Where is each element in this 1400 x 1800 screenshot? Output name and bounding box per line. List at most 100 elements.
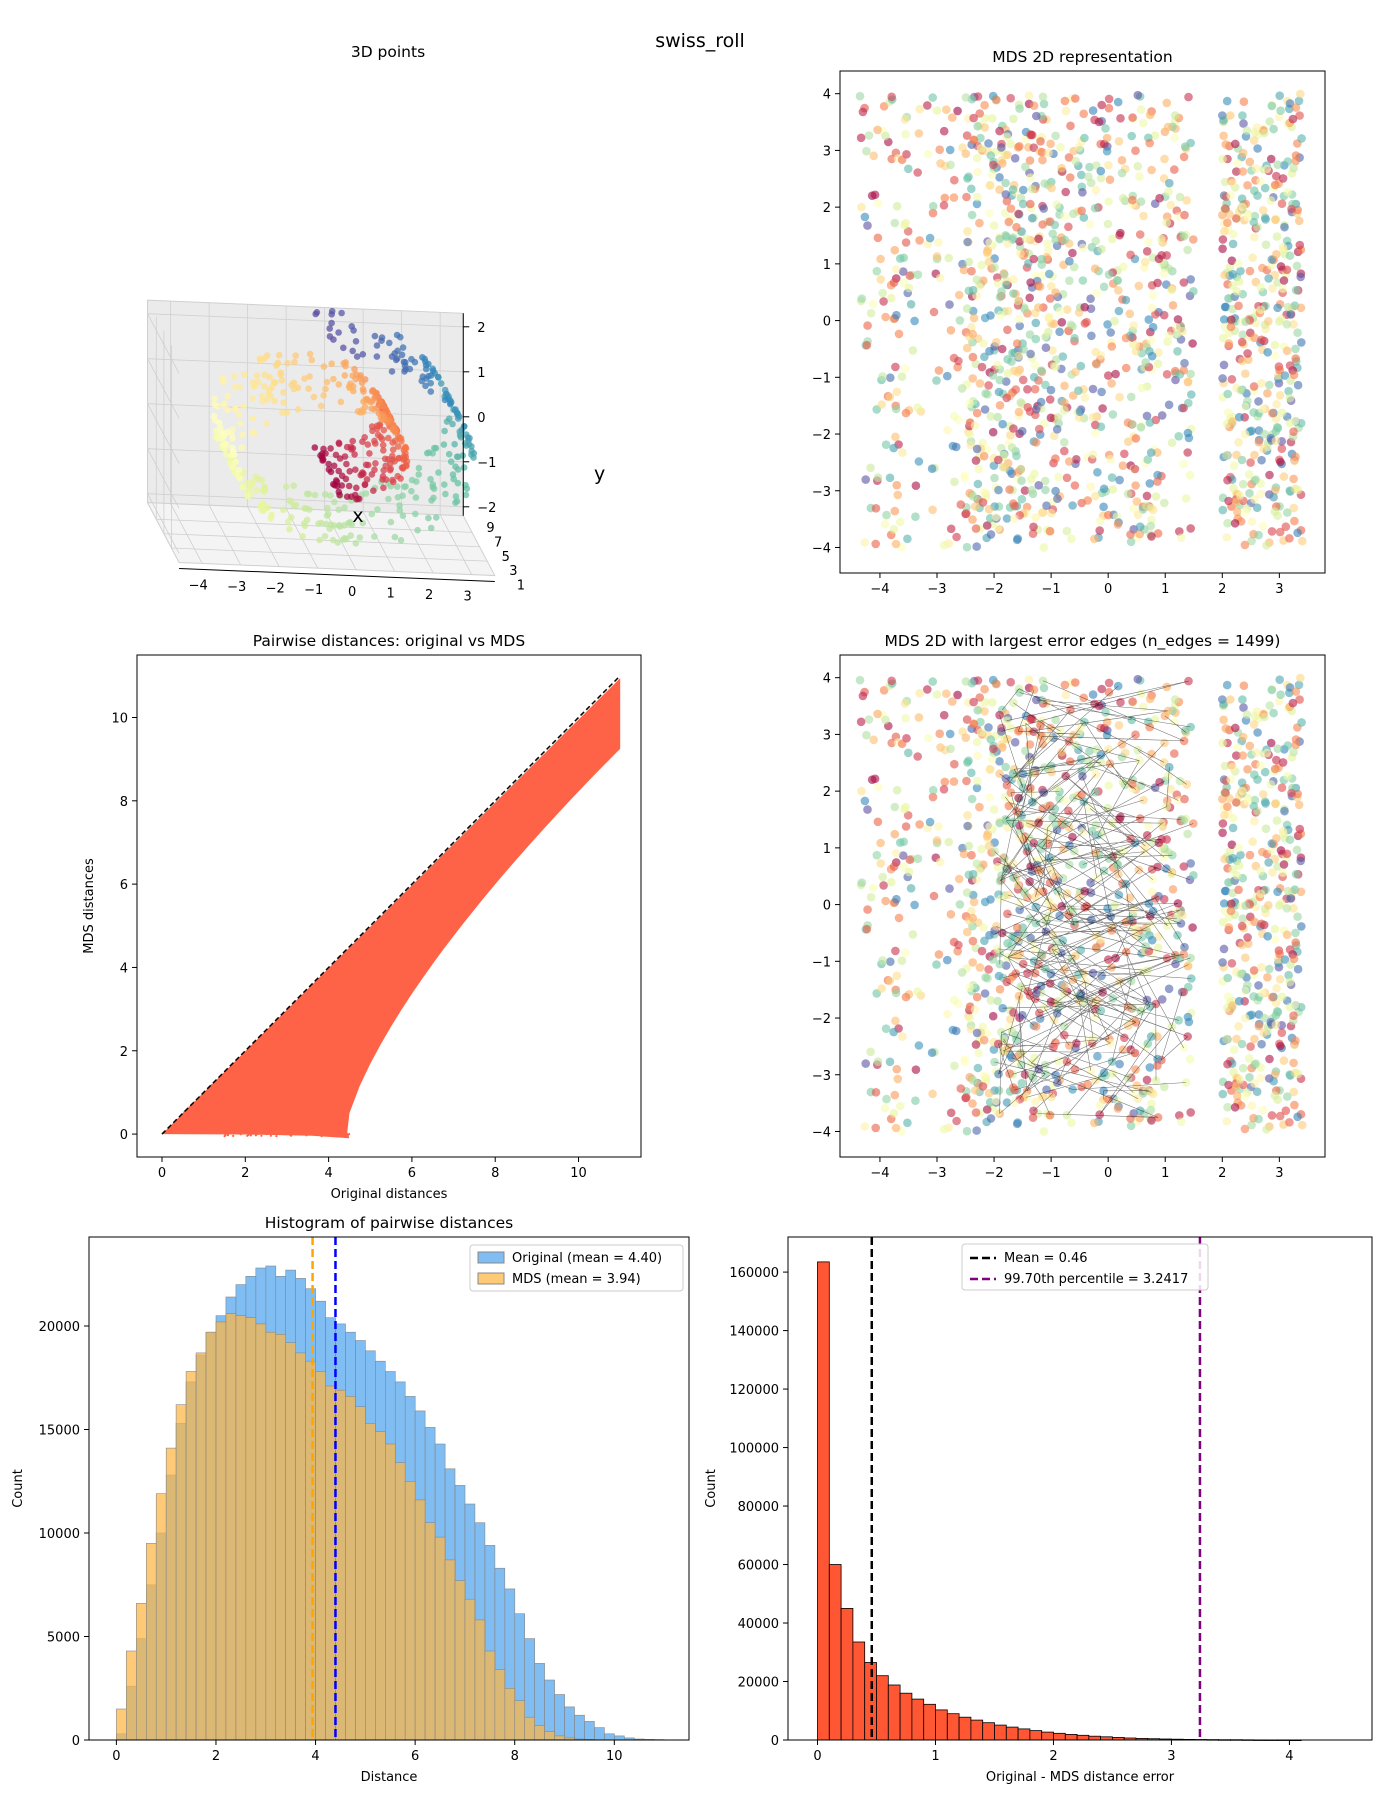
- point: [365, 934, 369, 937]
- point: [913, 403, 922, 413]
- point: [1275, 527, 1285, 537]
- hist-dist-axes-frame: [88, 1236, 690, 1741]
- point: [1227, 840, 1237, 849]
- point: [1147, 1099, 1156, 1109]
- point: [1238, 914, 1248, 923]
- point: [1104, 270, 1114, 279]
- point: [934, 950, 944, 959]
- point: [1104, 371, 1113, 380]
- point: [1288, 698, 1298, 708]
- point: [913, 752, 922, 761]
- y-tick-label: 3: [509, 564, 517, 579]
- point: [1279, 1056, 1289, 1065]
- point: [451, 440, 458, 448]
- point: [995, 185, 1004, 194]
- point: [1145, 418, 1155, 427]
- point: [1148, 505, 1158, 515]
- point: [1090, 203, 1100, 213]
- point: [989, 221, 999, 230]
- point: [970, 1086, 980, 1095]
- point: [863, 321, 872, 330]
- point: [967, 850, 976, 860]
- point: [1257, 404, 1267, 414]
- point: [1131, 434, 1141, 443]
- point: [1250, 333, 1259, 343]
- point: [885, 392, 895, 402]
- point: [1084, 172, 1093, 182]
- point: [1258, 521, 1268, 531]
- point: [1024, 91, 1034, 100]
- point: [889, 525, 899, 534]
- point: [1291, 452, 1300, 462]
- histogram-bar: [225, 1313, 237, 1741]
- point: [1183, 448, 1192, 457]
- point: [1057, 318, 1067, 327]
- point: [897, 739, 907, 748]
- point: [1247, 426, 1256, 436]
- point: [1285, 977, 1295, 987]
- point: [1060, 446, 1069, 456]
- point: [1223, 1059, 1232, 1069]
- point: [892, 201, 902, 211]
- point: [960, 471, 969, 480]
- point: [1097, 828, 1106, 838]
- point: [1146, 448, 1156, 457]
- grid-line: [163, 331, 480, 548]
- point: [260, 383, 268, 390]
- point: [1162, 218, 1171, 227]
- point: [1064, 457, 1074, 466]
- y-axis-label: MDS distances: [82, 858, 97, 954]
- point: [1016, 249, 1025, 258]
- point: [1176, 533, 1186, 543]
- point: [349, 347, 357, 355]
- point: [1140, 257, 1150, 267]
- point: [335, 506, 343, 513]
- y-tick-label: 2: [823, 201, 831, 216]
- point: [1060, 438, 1069, 447]
- point: [1037, 366, 1046, 376]
- point: [878, 872, 887, 882]
- point: [1251, 475, 1261, 484]
- point: [1091, 359, 1101, 368]
- z-tick-label: 1: [477, 366, 485, 381]
- point: [1283, 302, 1293, 312]
- point: [911, 512, 920, 521]
- point: [943, 425, 952, 435]
- y-tick-label: −4: [812, 1125, 831, 1140]
- point: [221, 1073, 225, 1076]
- histogram-bar: [444, 1559, 456, 1741]
- point: [1045, 294, 1055, 303]
- point: [412, 494, 420, 501]
- point: [1104, 687, 1114, 697]
- point: [357, 471, 365, 479]
- point: [1218, 374, 1227, 383]
- point: [1240, 1124, 1250, 1134]
- point: [218, 1077, 221, 1080]
- point: [1153, 448, 1162, 457]
- point: [1087, 826, 1097, 836]
- point: [1135, 1106, 1145, 1115]
- point: [1111, 953, 1120, 963]
- point: [535, 769, 538, 773]
- point: [464, 835, 467, 838]
- point: [860, 1122, 869, 1131]
- point: [287, 1128, 290, 1131]
- point: [288, 1132, 291, 1135]
- point: [1253, 144, 1262, 153]
- point: [1281, 1106, 1291, 1115]
- point: [991, 1096, 1001, 1106]
- point: [892, 480, 902, 490]
- point: [323, 512, 331, 519]
- point: [1283, 771, 1292, 781]
- y-tick-label: 60000: [738, 1559, 779, 1574]
- point: [372, 928, 375, 932]
- point: [1247, 1120, 1256, 1130]
- point: [1025, 330, 1035, 339]
- histogram-bar: [970, 1719, 984, 1741]
- point: [1289, 1058, 1298, 1068]
- point: [340, 1129, 343, 1132]
- point: [1266, 196, 1276, 205]
- point: [1293, 380, 1303, 390]
- point: [956, 1084, 966, 1093]
